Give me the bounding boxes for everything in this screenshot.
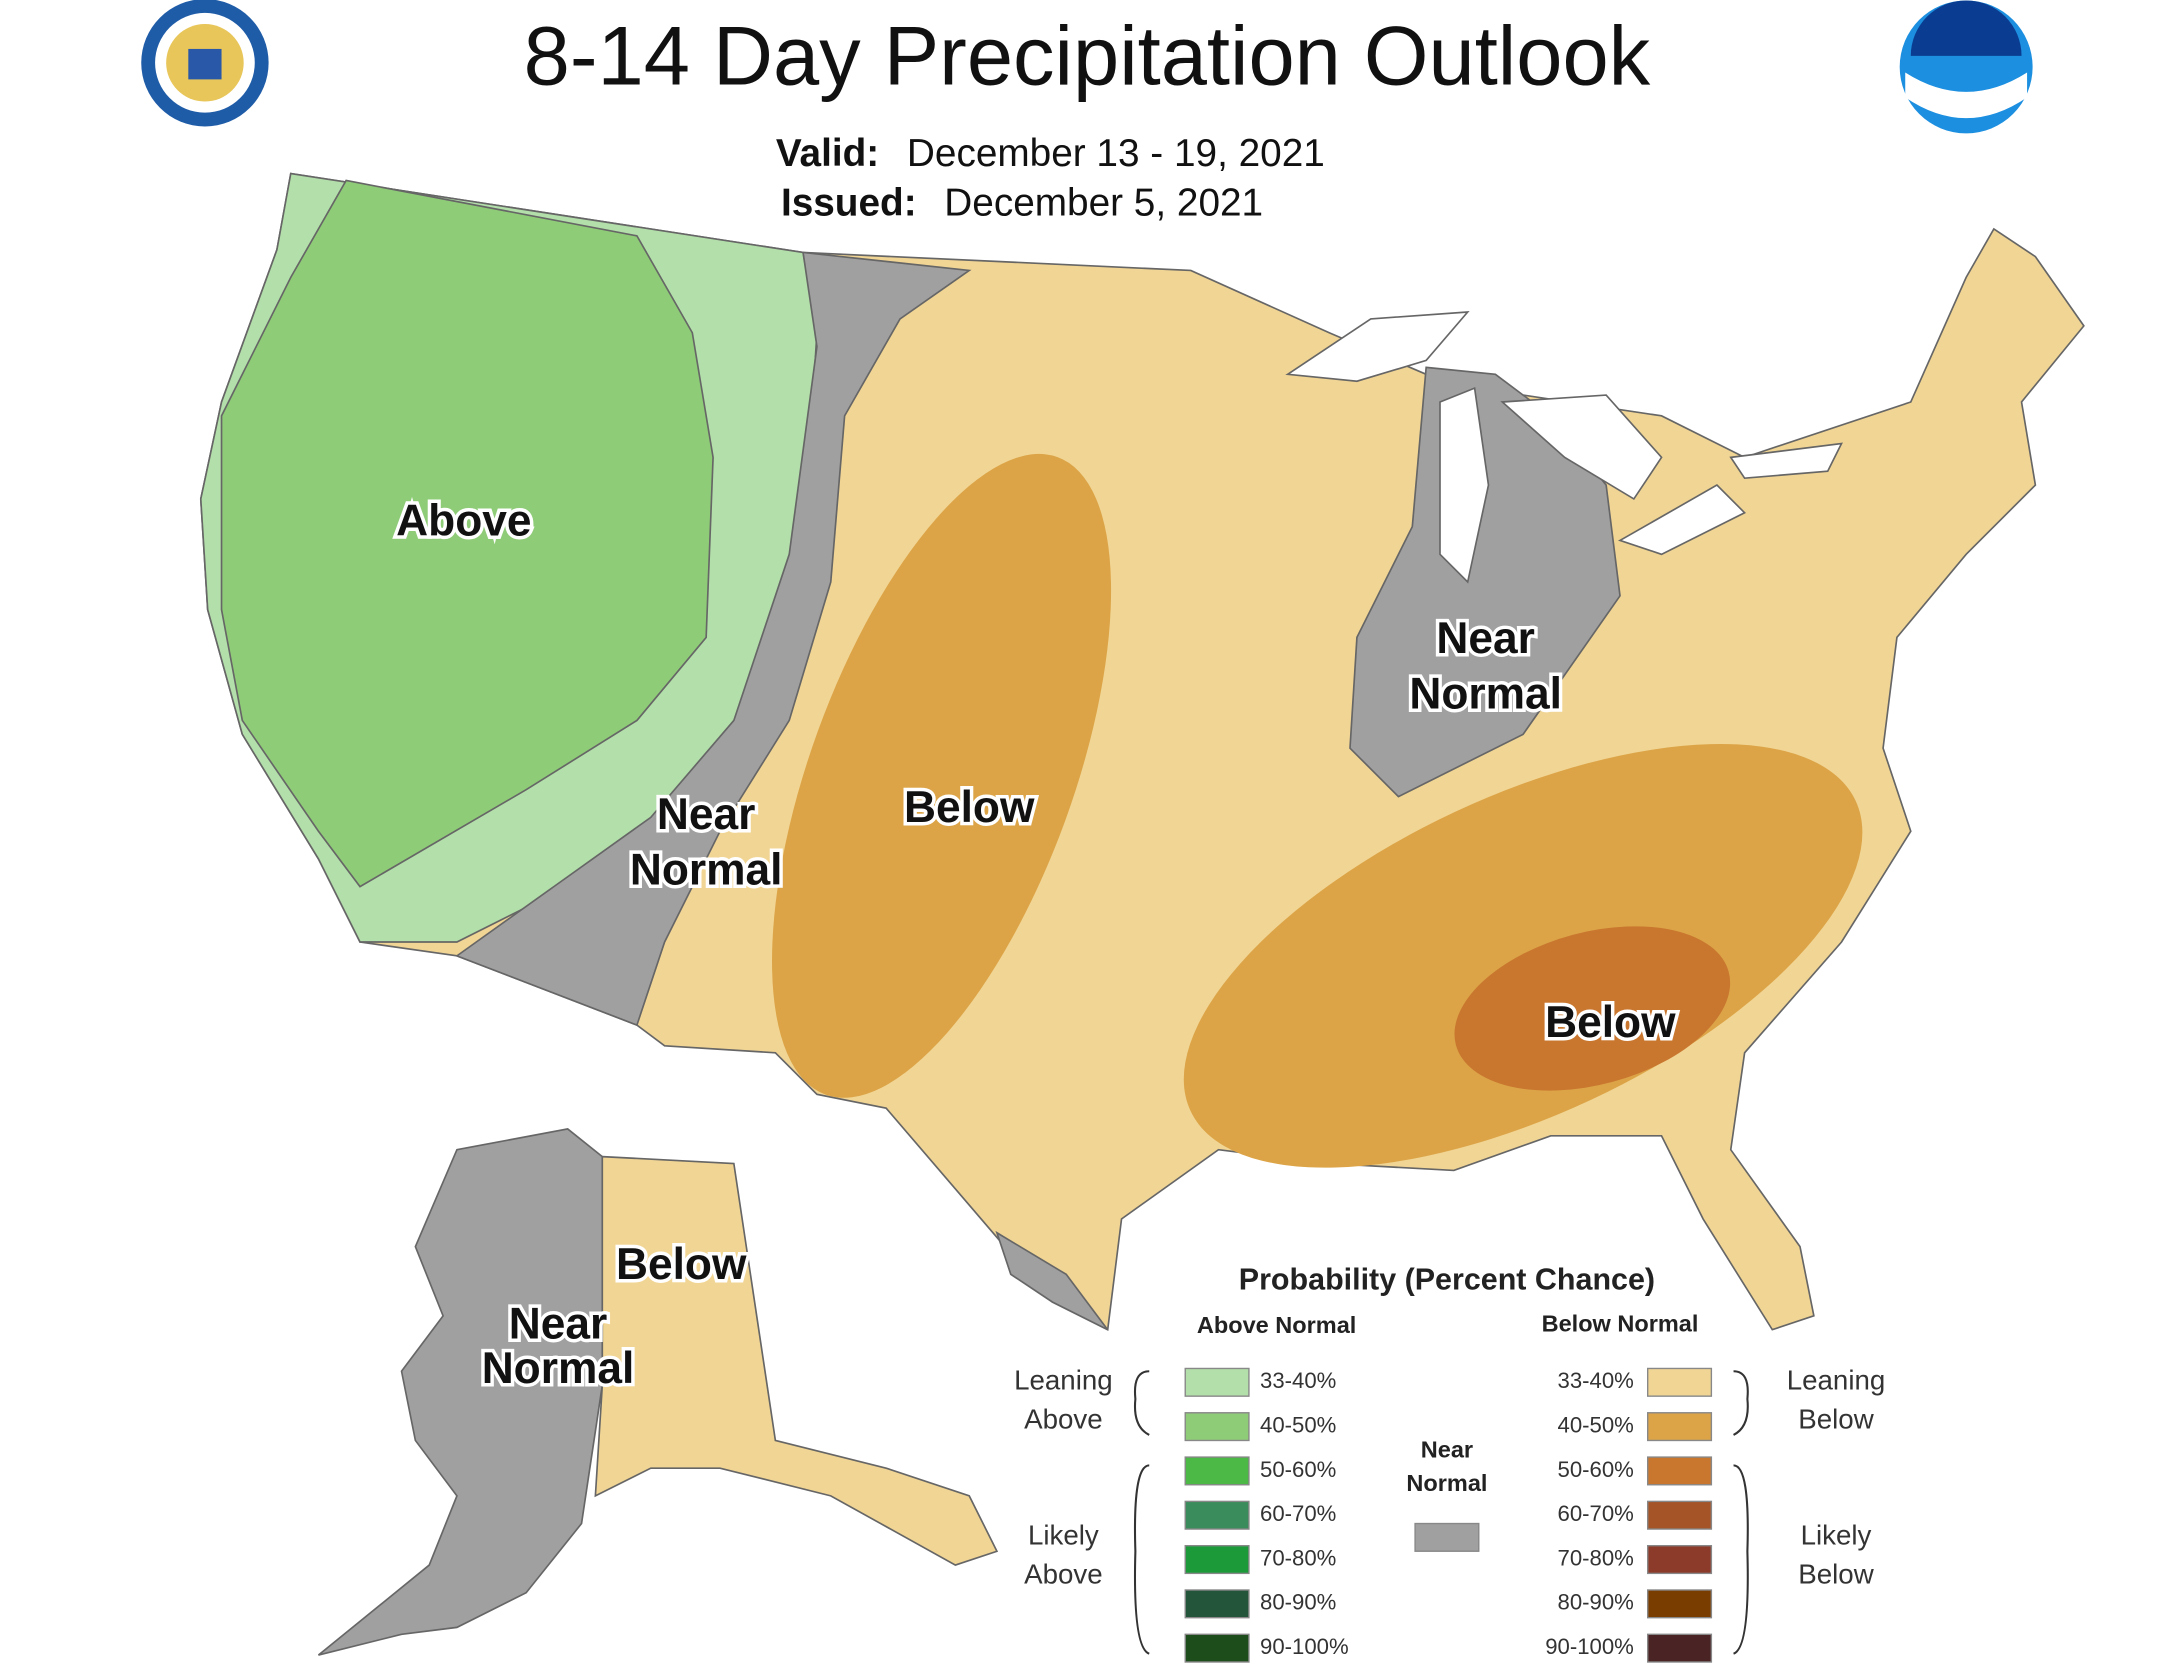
legend-swatch <box>1184 1633 1250 1663</box>
legend-swatch <box>1647 1633 1713 1663</box>
legend-label: 60-70% <box>1260 1501 1336 1526</box>
legend-swatch <box>1647 1456 1713 1486</box>
region-label: Near <box>509 1300 608 1349</box>
legend-group-label: Near <box>1421 1437 1473 1463</box>
legend-swatch <box>1647 1500 1713 1530</box>
legend-title: Probability (Percent Chance) <box>1239 1262 1655 1296</box>
region-label: Below <box>904 783 1035 832</box>
legend-label: 90-100% <box>1545 1634 1634 1659</box>
legend-swatch <box>1184 1500 1250 1530</box>
legend-label: 50-60% <box>1558 1457 1634 1482</box>
title: 8-14 Day Precipitation Outlook <box>524 10 1651 103</box>
issued-date: December 5, 2021 <box>944 182 1263 225</box>
above-heading: Above Normal <box>1197 1312 1356 1338</box>
legend-label: 33-40% <box>1260 1368 1336 1393</box>
legend-group-label: Leaning <box>1014 1365 1113 1396</box>
grey-band <box>455 251 972 1027</box>
legend-label: 90-100% <box>1260 1634 1349 1659</box>
doc-seal <box>141 0 269 127</box>
legend-label: 70-80% <box>1558 1545 1634 1570</box>
legend-label: 40-50% <box>1260 1412 1336 1437</box>
region-label: Normal <box>630 845 783 894</box>
legend-group-label: Below <box>1798 1558 1874 1589</box>
legend-swatch <box>1184 1545 1250 1575</box>
legend-label: 80-90% <box>1260 1590 1336 1615</box>
region-labels: AboveNearNormalBelowNearNormalBelowBelow… <box>393 493 1680 1396</box>
legend: Probability (Percent Chance) Above Norma… <box>1014 1262 1886 1663</box>
below-georgia <box>1454 926 1731 1091</box>
below-plains <box>772 453 1112 1098</box>
legend-group-label: Likely <box>1801 1520 1872 1551</box>
legend-group-label: Above <box>1024 1558 1103 1589</box>
legend-label: 60-70% <box>1558 1501 1634 1526</box>
below-heading: Below Normal <box>1542 1311 1699 1337</box>
region-label: Below <box>616 1240 747 1289</box>
region-label: Above <box>396 497 531 546</box>
legend-swatch <box>1647 1367 1713 1397</box>
legend-label: 50-60% <box>1260 1457 1336 1482</box>
legend-swatch <box>1414 1522 1480 1552</box>
legend-group-label: Below <box>1798 1403 1874 1434</box>
legend-swatch <box>1647 1589 1713 1619</box>
legend-group-label: Likely <box>1028 1520 1099 1551</box>
valid-label: Valid: <box>776 132 879 175</box>
legend-swatch <box>1184 1412 1250 1442</box>
legend-group-label: Normal <box>1406 1470 1487 1496</box>
legend-label: 33-40% <box>1558 1368 1634 1393</box>
issued-label: Issued: <box>781 182 917 225</box>
region-label: Normal <box>1409 670 1562 719</box>
legend-swatch <box>1184 1367 1250 1397</box>
valid-dates: December 13 - 19, 2021 <box>907 132 1325 175</box>
green-region <box>220 179 714 888</box>
region-label: Normal <box>482 1344 635 1393</box>
legend-label: 70-80% <box>1260 1545 1336 1570</box>
legend-group-label: Above <box>1024 1403 1103 1434</box>
alaska-tan <box>594 1155 999 1566</box>
great-lakes <box>1285 311 1843 584</box>
region-label: Near <box>657 790 756 839</box>
legend-group-label: Leaning <box>1787 1365 1886 1396</box>
legend-label: 40-50% <box>1558 1412 1634 1437</box>
region-label: Near <box>1436 614 1535 663</box>
legend-swatch <box>1184 1589 1250 1619</box>
noaa-logo <box>1899 0 2033 134</box>
legend-label: 80-90% <box>1558 1590 1634 1615</box>
legend-swatch <box>1647 1545 1713 1575</box>
region-label: Below <box>1545 998 1676 1047</box>
south-texas-grey <box>995 1230 1109 1331</box>
legend-swatch <box>1184 1456 1250 1486</box>
legend-swatch <box>1647 1412 1713 1442</box>
conus-map <box>199 172 2085 1331</box>
legend-brackets <box>1133 1370 1749 1655</box>
alaska-map <box>317 1128 999 1656</box>
